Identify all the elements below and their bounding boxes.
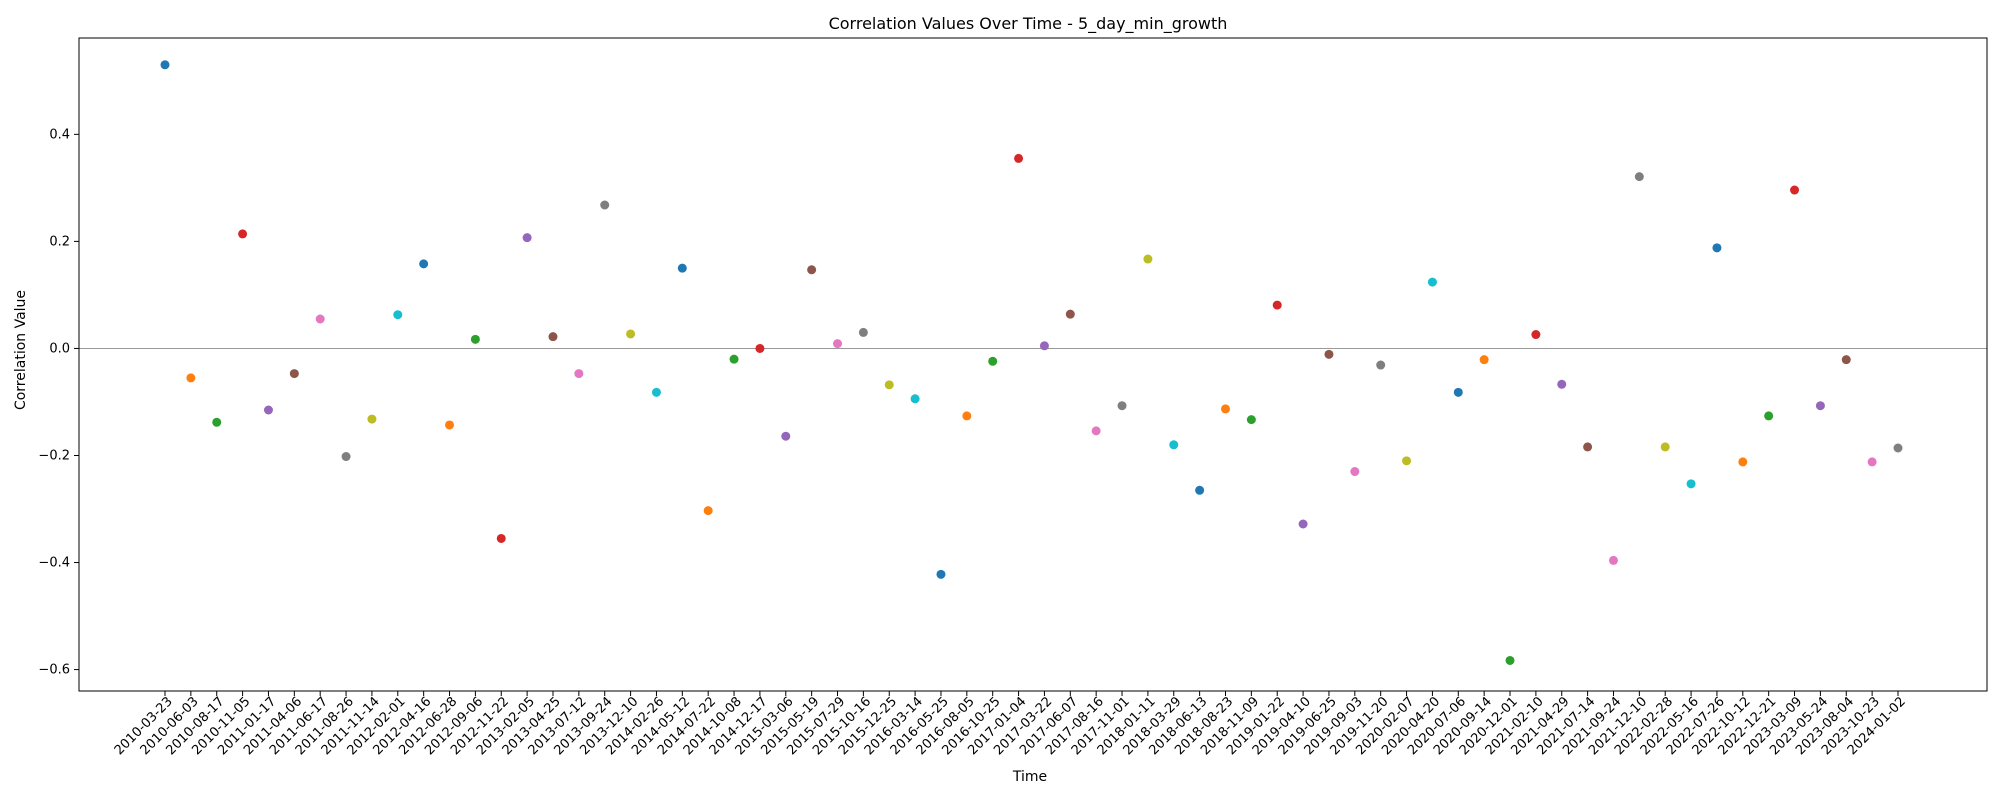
data-point: [1634, 172, 1644, 182]
data-point: [1531, 330, 1541, 340]
data-point: [263, 405, 273, 415]
chart-title: Correlation Values Over Time - 5_day_min…: [829, 14, 1228, 34]
data-point: [884, 380, 894, 390]
data-point: [367, 414, 377, 424]
data-point: [626, 329, 636, 339]
data-point: [1014, 153, 1024, 163]
data-point: [962, 411, 972, 421]
data-point: [1195, 485, 1205, 495]
data-point: [858, 327, 868, 337]
data-point: [729, 354, 739, 364]
data-point: [1815, 401, 1825, 411]
data-point: [1427, 277, 1437, 287]
data-point: [1479, 355, 1489, 365]
x-axis-label: Time: [1012, 769, 1047, 785]
data-point: [1505, 655, 1515, 665]
data-point: [522, 233, 532, 243]
x-ticks-layer: 2010-03-232010-06-032010-08-172010-11-05…: [112, 691, 1909, 758]
data-point: [910, 394, 920, 404]
data-point: [936, 569, 946, 579]
data-point: [1350, 467, 1360, 477]
data-point: [419, 259, 429, 269]
y-tick-label: −0.6: [38, 663, 70, 678]
data-point: [1764, 411, 1774, 421]
data-points-layer: [160, 60, 1903, 665]
data-point: [651, 387, 661, 397]
data-point: [212, 417, 222, 427]
data-point: [548, 332, 558, 342]
data-point: [755, 343, 765, 353]
data-point: [289, 369, 299, 379]
data-point: [1220, 404, 1230, 414]
data-point: [315, 314, 325, 324]
data-point: [1453, 387, 1463, 397]
data-point: [1402, 456, 1412, 466]
data-point: [393, 310, 403, 320]
data-point: [807, 265, 817, 275]
data-point: [1738, 457, 1748, 467]
data-point: [1660, 442, 1670, 452]
data-point: [1841, 355, 1851, 365]
data-point: [1169, 440, 1179, 450]
data-point: [677, 263, 687, 273]
data-point: [703, 506, 713, 516]
data-point: [781, 431, 791, 441]
data-point: [1091, 426, 1101, 436]
data-point: [160, 60, 170, 70]
data-point: [1557, 379, 1567, 389]
data-point: [496, 533, 506, 543]
data-point: [600, 200, 610, 210]
plot-frame: [78, 37, 1988, 692]
data-point: [1272, 300, 1282, 310]
data-point: [1143, 254, 1153, 264]
data-point: [1246, 415, 1256, 425]
data-point: [833, 339, 843, 349]
data-point: [186, 373, 196, 383]
data-point: [988, 356, 998, 366]
y-tick-label: −0.4: [38, 556, 70, 571]
y-tick-label: 0.0: [49, 341, 70, 356]
data-point: [341, 452, 351, 462]
data-point: [1039, 341, 1049, 351]
data-point: [1608, 555, 1618, 565]
y-tick-label: −0.2: [38, 448, 70, 463]
data-point: [1117, 401, 1127, 411]
data-point: [1583, 442, 1593, 452]
data-point: [574, 369, 584, 379]
data-point: [1893, 443, 1903, 453]
data-point: [470, 334, 480, 344]
y-tick-label: 0.2: [49, 234, 70, 249]
y-tick-label: 0.4: [49, 127, 70, 142]
data-point: [1324, 349, 1334, 359]
data-point: [1712, 243, 1722, 253]
data-point: [1376, 360, 1386, 370]
data-point: [445, 420, 455, 430]
data-point: [1867, 457, 1877, 467]
data-point: [1065, 309, 1075, 319]
data-point: [238, 229, 248, 239]
data-point: [1790, 185, 1800, 195]
y-ticks-layer: −0.6 −0.4 −0.2 0.0 0.2 0.4: [38, 127, 79, 678]
data-point: [1686, 479, 1696, 489]
y-axis-label: Correlation Value: [13, 290, 29, 410]
data-point: [1298, 519, 1308, 529]
